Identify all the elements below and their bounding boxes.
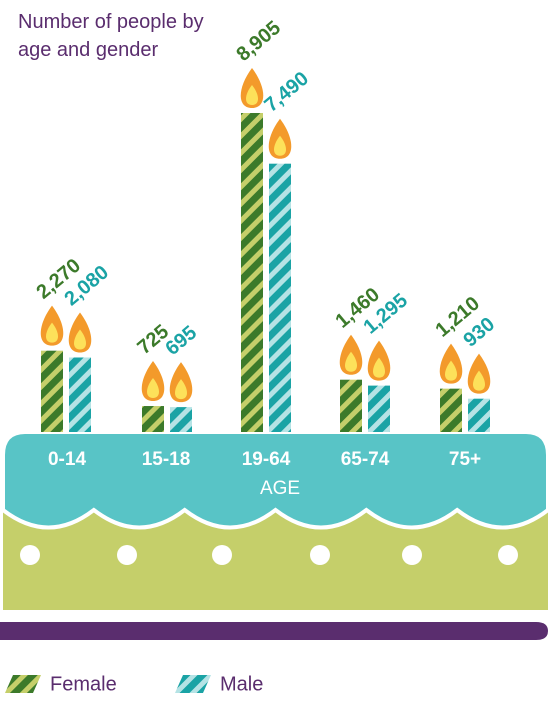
bar	[69, 357, 91, 432]
flame-core	[175, 379, 187, 400]
flame-core	[373, 357, 385, 378]
cake-top-layer	[0, 430, 550, 530]
legend-swatch	[175, 675, 211, 693]
flame-core	[147, 378, 159, 399]
cake-dot	[212, 545, 232, 565]
cake-dot	[310, 545, 330, 565]
bar	[468, 398, 490, 432]
flame-core	[345, 351, 357, 372]
cake-bottom-layer	[3, 495, 548, 610]
flame-core	[246, 85, 258, 105]
legend-label: Male	[220, 673, 263, 695]
cake-dot	[117, 545, 137, 565]
bar	[368, 385, 390, 432]
value-label: 7,490	[260, 68, 312, 117]
value-label: 8,905	[232, 17, 284, 66]
flame-core	[74, 329, 86, 350]
cake-dot	[20, 545, 40, 565]
legend-swatch	[5, 675, 41, 693]
x-tick-label: 15-18	[142, 449, 191, 470]
bar	[41, 350, 63, 432]
flame-core	[274, 135, 286, 156]
x-tick-label: 19-64	[242, 449, 291, 470]
bar	[340, 379, 362, 432]
x-tick-label: 0-14	[48, 449, 86, 470]
cake-plate	[0, 622, 548, 640]
bar	[269, 163, 291, 432]
legend-label: Female	[50, 673, 117, 695]
cake-dot	[402, 545, 422, 565]
bar	[142, 406, 164, 432]
x-tick-label: 65-74	[341, 449, 390, 470]
flame-core	[46, 322, 58, 343]
x-axis-label: AGE	[260, 478, 300, 499]
bar	[241, 113, 263, 432]
x-tick-label: 75+	[449, 449, 481, 470]
chart-title: Number of people by age and gender	[18, 11, 204, 61]
flame-core	[445, 360, 457, 381]
bar	[170, 407, 192, 432]
cake-dot	[498, 545, 518, 565]
bar	[440, 388, 462, 432]
flame-core	[473, 370, 485, 391]
value-label: 695	[161, 322, 201, 360]
